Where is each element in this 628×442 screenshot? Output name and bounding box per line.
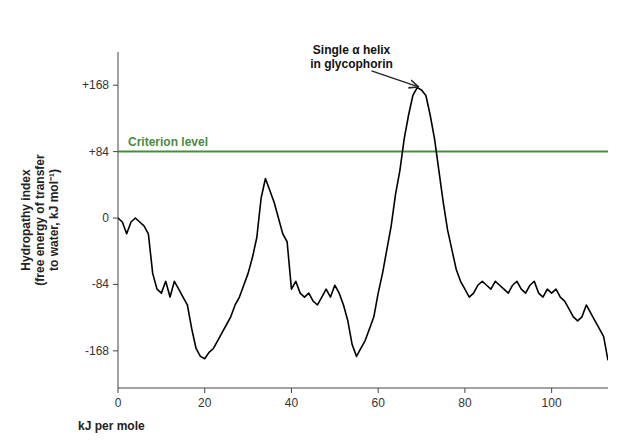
annotation-line: Single α helix <box>313 43 391 57</box>
y-tick-label: 0 <box>102 211 109 225</box>
y-axis-label: Hydropathy index(free energy of transfer… <box>19 154 61 286</box>
y-tick-label: -84 <box>92 277 110 291</box>
criterion-label: Criterion level <box>128 135 208 149</box>
x-tick <box>378 388 379 393</box>
y-axis-label-line: Hydropathy index <box>19 169 33 271</box>
x-tick <box>551 388 552 393</box>
y-tick <box>113 85 118 86</box>
y-tick <box>113 151 118 152</box>
x-tick <box>291 388 292 393</box>
y-tick <box>113 284 118 285</box>
x-tick-label: 40 <box>285 396 299 410</box>
x-tick-label: 100 <box>542 396 562 410</box>
x-tick-label: 60 <box>371 396 385 410</box>
x-tick <box>118 388 119 393</box>
y-axis-line <box>118 52 119 388</box>
x-tick <box>464 388 465 393</box>
annotation-text: Single α helixin glycophorin <box>310 43 393 71</box>
x-tick-label: 80 <box>458 396 472 410</box>
plot-area <box>118 88 608 361</box>
annotation-line: in glycophorin <box>310 57 393 71</box>
annotation-arrow <box>372 71 419 87</box>
y-tick-label: +168 <box>82 78 109 92</box>
y-tick <box>113 350 118 351</box>
y-tick-label: +84 <box>89 145 110 159</box>
y-axis-label-line: to water, kJ mol⁻¹) <box>47 169 61 271</box>
criterion-line <box>118 151 608 153</box>
chart: -168 -84 0 +84 +168 0 20 40 60 80 100 kJ per mole Hy… <box>0 0 628 442</box>
x-axis-line <box>118 388 608 389</box>
x-axis-label: kJ per mole <box>78 419 145 433</box>
y-axis-label-line: (free energy of transfer <box>33 154 47 286</box>
hydropathy-line <box>118 88 608 361</box>
x-tick-label: 20 <box>198 396 212 410</box>
y-tick <box>113 218 118 219</box>
y-tick-label: -168 <box>85 344 109 358</box>
x-tick-label: 0 <box>115 396 122 410</box>
x-tick <box>204 388 205 393</box>
